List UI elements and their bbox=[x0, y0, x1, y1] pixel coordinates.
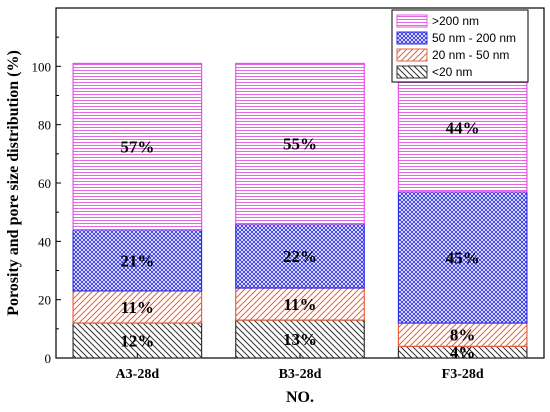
bar-segment bbox=[235, 223, 365, 289]
bars-layer: 12% 11% 21% 57% 13% 11% 22% 55% 4%8% 45% 44% bbox=[72, 62, 528, 362]
data-label: 21% bbox=[120, 251, 154, 270]
y-tick-label: 100 bbox=[32, 59, 52, 74]
legend: >200 nm 50 nm - 200 nm 20 nm - 50 nm <20 nm bbox=[391, 9, 529, 83]
y-tick-label: 80 bbox=[38, 118, 51, 133]
bar-segment bbox=[397, 191, 528, 324]
data-label: 44% bbox=[446, 119, 480, 138]
y-tick-label: 40 bbox=[38, 234, 51, 249]
bar-segment bbox=[235, 287, 365, 321]
y-tick-label: 20 bbox=[38, 293, 51, 308]
legend-swatch bbox=[396, 48, 428, 62]
bar-segment bbox=[235, 62, 365, 225]
x-tick-label: B3-28d bbox=[279, 367, 322, 382]
data-label: 8% bbox=[450, 326, 476, 345]
legend-label: 20 nm - 50 nm bbox=[432, 48, 509, 62]
legend-label: 50 nm - 200 nm bbox=[432, 31, 516, 45]
data-label: 13% bbox=[283, 330, 317, 349]
x-axis-title: NO. bbox=[286, 389, 314, 406]
x-tick-label: F3-28d bbox=[442, 367, 484, 382]
legend-swatch bbox=[396, 65, 428, 79]
legend-label: <20 nm bbox=[432, 65, 472, 79]
bar-segment bbox=[72, 62, 203, 231]
data-label: 11% bbox=[283, 295, 316, 314]
axis-layer: A3-28d B3-28d F3-28d 0 20 40 60 80 100 bbox=[32, 36, 484, 382]
x-tick-label: A3-28d bbox=[116, 367, 160, 382]
data-label: 11% bbox=[121, 298, 154, 317]
data-label: 22% bbox=[283, 247, 317, 266]
y-tick-label: 0 bbox=[45, 351, 52, 366]
legend-label: >200 nm bbox=[432, 14, 479, 28]
y-axis-title: Porosity and pore size distribution (%) bbox=[5, 50, 22, 316]
legend-swatch bbox=[396, 31, 428, 45]
data-label: 45% bbox=[446, 248, 480, 267]
y-tick-label: 60 bbox=[38, 176, 51, 191]
legend-swatch bbox=[396, 14, 428, 28]
data-label: 57% bbox=[120, 138, 154, 157]
data-label: 55% bbox=[283, 135, 317, 154]
bar-segment bbox=[72, 290, 203, 324]
data-label: 4% bbox=[450, 343, 476, 362]
data-label: 12% bbox=[120, 332, 154, 351]
